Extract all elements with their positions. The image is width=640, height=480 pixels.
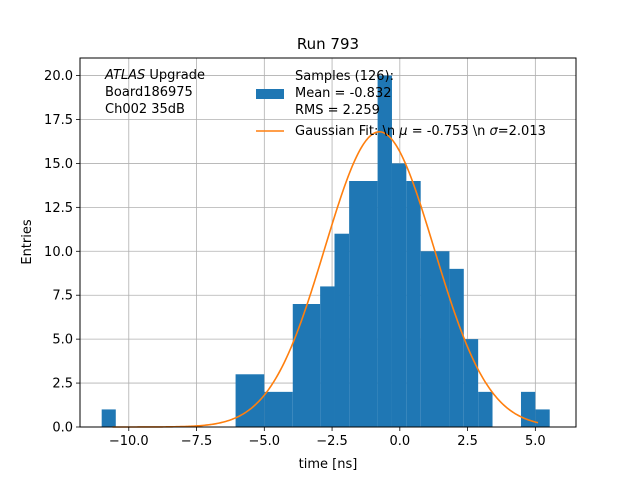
- x-axis-label: time [ns]: [299, 457, 358, 472]
- histogram-bar: [377, 75, 392, 428]
- x-tick-label: −10.0: [109, 434, 149, 449]
- histogram-bar: [334, 233, 350, 427]
- x-tick-label: −2.5: [316, 434, 348, 449]
- annotation-line-1: Upgrade: [145, 68, 205, 83]
- histogram-bar: [535, 409, 550, 427]
- histogram-bar: [449, 268, 464, 427]
- legend-histogram-line-3: RMS = 2.259: [295, 103, 380, 118]
- y-tick-label: 7.5: [52, 289, 73, 304]
- y-axis-label: Entries: [20, 219, 35, 265]
- axis-ticks: −10.0 −7.5 −5.0 −2.5 0.0 2.5 5.0 0.0 2.5 5.0 7.5 10…: [44, 69, 546, 449]
- x-tick-label: 0.0: [389, 434, 410, 449]
- histogram-bar: [292, 304, 321, 427]
- y-tick-label: 5.0: [52, 333, 73, 348]
- chart-title: Run 793: [297, 35, 359, 53]
- annotation-line-2: Board186975: [105, 85, 193, 100]
- histogram-bar: [349, 181, 378, 427]
- atlas-annotation: ATLAS Upgrade Board186975 Ch002 35dB: [104, 68, 205, 117]
- legend: Samples (126): Mean = -0.832 RMS = 2.259…: [256, 69, 546, 139]
- histogram-bar: [264, 391, 293, 427]
- histogram-bar: [478, 391, 493, 427]
- histogram-bar: [320, 286, 335, 427]
- y-tick-label: 12.5: [44, 201, 73, 216]
- x-tick-label: 2.5: [457, 434, 478, 449]
- plot-frame: [79, 57, 577, 428]
- legend-histogram-line-2: Mean = -0.832: [295, 86, 391, 101]
- histogram-bar: [101, 409, 116, 427]
- legend-fit-label: Gaussian Fit: \n μ = -0.753 \n σ=2.013: [295, 124, 546, 139]
- legend-histogram-line-1: Samples (126):: [295, 69, 394, 84]
- histogram-bar: [420, 251, 450, 427]
- y-tick-label: 2.5: [52, 377, 73, 392]
- y-tick-label: 10.0: [44, 245, 73, 260]
- histogram-bar: [391, 163, 407, 427]
- y-tick-label: 20.0: [44, 69, 73, 84]
- y-tick-label: 17.5: [44, 113, 73, 128]
- x-tick-label: −7.5: [181, 434, 213, 449]
- legend-histogram-swatch: [256, 89, 284, 99]
- x-tick-label: −5.0: [249, 434, 281, 449]
- y-tick-label: 0.0: [52, 421, 73, 436]
- annotation-atlas: ATLAS: [104, 68, 145, 83]
- x-tick-label: 5.0: [525, 434, 546, 449]
- histogram-bar: [463, 339, 479, 427]
- y-tick-label: 15.0: [44, 157, 73, 172]
- histogram-bar: [406, 181, 421, 427]
- svg-text:ATLAS Upgrade: ATLAS Upgrade: [104, 68, 205, 83]
- annotation-line-3: Ch002 35dB: [105, 102, 185, 117]
- histogram-bars: [101, 75, 550, 428]
